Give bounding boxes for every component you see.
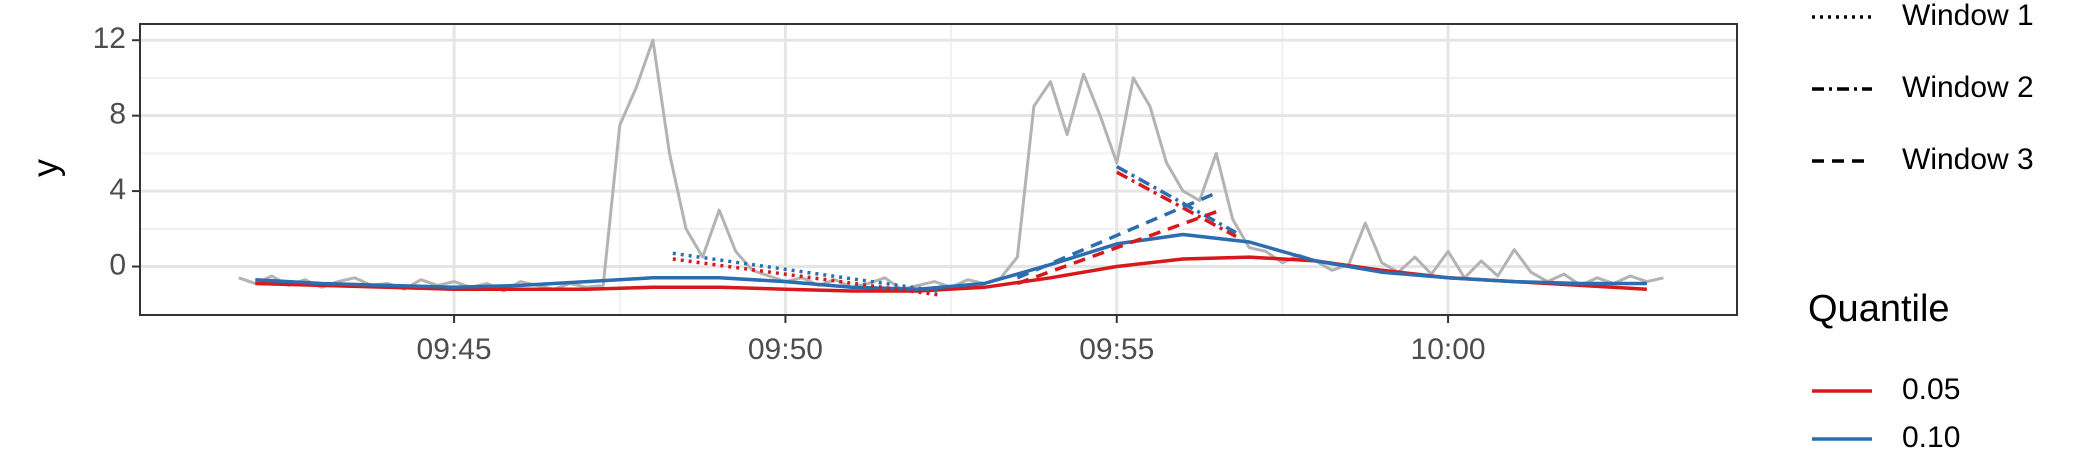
- window-line: [1115, 165, 1237, 235]
- y-tick-label: 8: [109, 98, 126, 131]
- y-axis-label: y: [25, 159, 66, 177]
- x-tick-label: 09:50: [748, 333, 823, 366]
- legend-label: Window 3: [1902, 143, 2034, 176]
- window-line: [1016, 210, 1217, 286]
- x-tick-label: 10:00: [1411, 333, 1486, 366]
- window-line: [1016, 191, 1217, 280]
- legend-label: Window 2: [1902, 71, 2034, 104]
- plot-border: [139, 23, 1738, 316]
- legend-label: 0.05: [1902, 373, 1960, 406]
- legend-label: 0.10: [1902, 421, 1960, 450]
- x-tick-label: 09:45: [417, 333, 492, 366]
- legend-title: Quantile: [1808, 288, 1950, 330]
- y-tick-label: 12: [93, 22, 126, 55]
- x-tick-label: 09:55: [1079, 333, 1154, 366]
- legend-label: Window 1: [1902, 0, 2034, 32]
- window-line: [1115, 170, 1237, 238]
- y-tick-label: 0: [109, 248, 126, 281]
- y-tick-label: 4: [109, 173, 126, 206]
- quantile-line: [255, 232, 1647, 291]
